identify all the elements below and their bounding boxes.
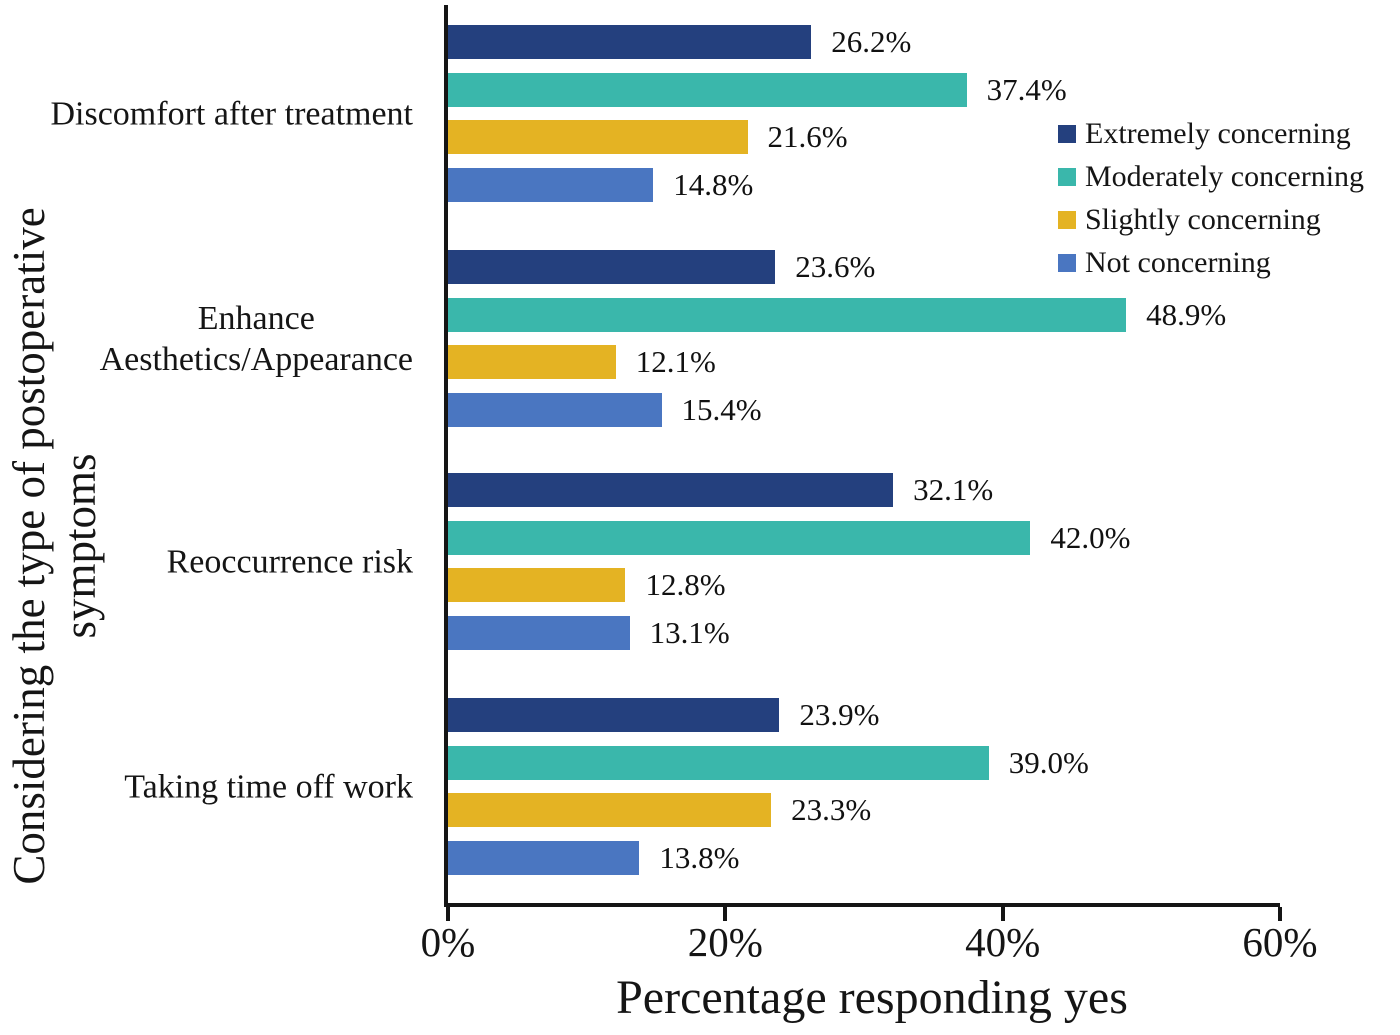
y-axis-title: Considering the type of postoperative sy… [4,207,106,884]
x-tick-label: 60% [1242,919,1318,965]
category-label-line: Discomfort after treatment [50,95,413,133]
bar-value-label: 26.2% [831,24,912,59]
bar [448,745,989,780]
legend-label: Slightly concerning [1085,202,1321,236]
legend-item: Slightly concerning [1058,198,1364,241]
bar [448,568,626,603]
category-label-line: Taking time off work [124,768,413,806]
bar-value-label: 12.8% [645,567,726,603]
bar-value-label: 39.0% [1008,744,1089,780]
bar-value-label: 12.1% [635,344,716,380]
category-label: Taking time off work [124,766,413,807]
bar-value-label: 13.8% [659,840,740,876]
x-axis-tick-mark [1278,907,1282,921]
legend-swatch [1058,124,1076,143]
x-tick-label: 20% [687,919,763,965]
bar [448,120,748,155]
category-label: Reoccurrence risk [167,541,413,582]
bar [448,393,662,428]
legend-swatch [1058,253,1076,272]
x-tick-label: 40% [965,919,1041,965]
bar-value-label: 23.9% [799,697,880,732]
legend-label: Not concerning [1085,245,1271,279]
bar-value-label: 13.1% [649,615,730,651]
bar-value-label: 37.4% [986,71,1067,107]
bar-value-label: 23.3% [791,792,872,828]
bar-value-label: 23.6% [795,249,876,284]
bar [448,698,780,732]
x-axis-title: Percentage responding yes [616,971,1128,1024]
bar-value-label: 14.8% [673,167,754,203]
x-axis-tick-mark [723,907,728,921]
bar [448,616,630,651]
bar [448,520,1031,555]
y-axis-title-line-1: Considering the type of postoperative [4,207,54,885]
y-axis-title-line-2: symptoms [55,453,105,639]
bar [448,168,654,203]
bar [448,473,894,507]
legend: Extremely concerning Moderately concernin… [1058,112,1364,284]
bar-value-label: 21.6% [767,119,848,155]
bar [448,25,812,59]
bar-value-label: 15.4% [681,392,762,428]
category-label-line: Reoccurrence risk [166,543,413,581]
bar-value-label: 48.9% [1146,296,1227,332]
bar [448,841,640,876]
bar-value-label: 32.1% [913,472,994,507]
x-axis-tick-mark [1000,907,1005,921]
legend-item: Not concerning [1058,241,1364,284]
category-label-line: Enhance [197,299,315,337]
legend-item: Extremely concerning [1058,112,1364,155]
legend-swatch [1058,167,1076,186]
x-axis-tick-mark [446,907,450,921]
bar [448,793,772,828]
bar [448,345,616,380]
plot-area: 26.2% 37.4% 21.6% 14.8% 23.6% 48.9% 12.1% 15.4%… [444,5,1280,907]
x-tick-label: 0% [420,919,476,965]
legend-label: Extremely concerning [1085,116,1351,150]
bar [448,250,776,284]
legend-swatch [1058,210,1076,229]
category-label: Enhance Aesthetics/Appearance [100,298,413,380]
legend-item: Moderately concerning [1058,155,1364,198]
bar [448,72,967,107]
legend-label: Moderately concerning [1085,159,1365,193]
bar-value-label: 42.0% [1050,519,1131,555]
category-label-line: Aesthetics/Appearance [99,340,413,378]
bar [448,297,1127,332]
category-label: Discomfort after treatment [50,93,413,134]
